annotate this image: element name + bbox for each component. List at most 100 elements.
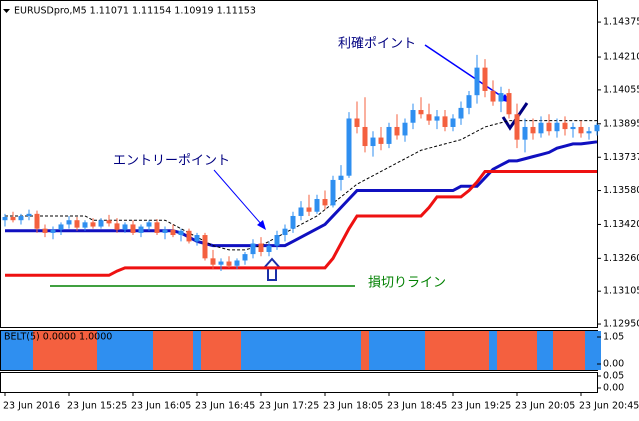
belt-segment (577, 331, 585, 370)
candle-body (450, 118, 456, 127)
belt-segment (73, 331, 81, 370)
candle-body (122, 224, 128, 230)
belt-segment (129, 331, 137, 370)
belt-segment (49, 331, 57, 370)
belt-segment (425, 331, 433, 370)
candle-body (282, 228, 288, 236)
x-tick-label: 23 Jun 16:45 (195, 401, 255, 412)
candle-body (306, 207, 312, 212)
belt-segment (185, 331, 193, 370)
candle-body (2, 217, 8, 221)
candle-body (218, 261, 224, 265)
x-tick-label: 23 Jun 19:25 (451, 401, 511, 412)
annotation: 利確ポイント (338, 36, 416, 52)
candle-body (138, 226, 144, 233)
candle-body (146, 222, 152, 227)
belt-segment (545, 331, 553, 370)
belt-segment (25, 331, 33, 370)
belt-segment (401, 331, 409, 370)
candle-body (226, 261, 232, 266)
candle-body (26, 213, 32, 216)
candle-body (106, 220, 112, 224)
belt-segment (137, 331, 145, 370)
y-tick-label: 1.13737 (603, 152, 639, 163)
belt-segment (433, 331, 441, 370)
candle-body (554, 122, 560, 132)
belt-segment (241, 331, 249, 370)
chart-title: EURUSDpro,M5 1.11071 1.11154 1.10919 1.1… (14, 6, 256, 17)
belt-segment (417, 331, 425, 370)
candle-body (258, 243, 264, 252)
sub-frame (0, 372, 598, 393)
y-tick-label: 1.13260 (603, 253, 639, 264)
x-tick-label: 23 Jun 18:45 (387, 401, 447, 412)
belt-segment (457, 331, 465, 370)
x-tick-label: 23 Jun 15:25 (67, 401, 127, 412)
belt-segment (593, 331, 601, 370)
candle-body (42, 228, 48, 233)
candle-body (74, 220, 80, 228)
candle-body (314, 199, 320, 212)
belt-segment (113, 331, 121, 370)
belt-segment (441, 331, 449, 370)
y-tick-label: 1.14210 (603, 52, 639, 63)
belt-segment (305, 331, 313, 370)
belt-segment (537, 331, 545, 370)
candle-body (458, 107, 464, 119)
candle-body (546, 122, 552, 132)
candle-body (378, 137, 384, 144)
candle-body (562, 122, 568, 130)
y-tick-label: 1.14375 (603, 17, 639, 28)
candle-body (90, 222, 96, 227)
candle-body (330, 179, 336, 206)
belt-segment (513, 331, 521, 370)
belt-segment (361, 331, 369, 370)
candle-body (506, 93, 512, 115)
belt-segment (9, 331, 17, 370)
belt-segment (273, 331, 281, 370)
belt-segment (345, 331, 353, 370)
belt-segment (449, 331, 457, 370)
belt-segment (473, 331, 481, 370)
belt-segment (105, 331, 113, 370)
candle-body (434, 116, 440, 121)
x-tick-label: 23 Jun 16:05 (131, 401, 191, 412)
candle-body (402, 122, 408, 136)
candle-body (170, 229, 176, 236)
candle-body (298, 207, 304, 216)
belt-segment (489, 331, 497, 370)
belt-segment (297, 331, 305, 370)
annotation: エントリーポイント (113, 154, 230, 169)
arrow (213, 169, 263, 226)
belt-segment (153, 331, 161, 370)
candle-body (250, 243, 256, 255)
candle-body (178, 230, 184, 236)
candle-body (538, 122, 544, 134)
belt-segment (65, 331, 73, 370)
candle-body (186, 230, 192, 242)
belt-segment (497, 331, 505, 370)
belt-segment (289, 331, 297, 370)
belt-segment (193, 331, 201, 370)
y-tick-label: 1.14055 (603, 84, 639, 95)
candle-body (482, 67, 488, 91)
y-tick-label: 1.13105 (603, 286, 639, 297)
belt-segment (33, 331, 41, 370)
belt-segment (161, 331, 169, 370)
belt-segment (89, 331, 97, 370)
belt-segment (481, 331, 489, 370)
belt-segment (369, 331, 377, 370)
candle-body (162, 229, 168, 233)
candle-body (290, 215, 296, 229)
x-tick-label: 23 Jun 2016 (3, 401, 60, 412)
belt-segment (57, 331, 65, 370)
belt-segment (529, 331, 537, 370)
candle-body (370, 137, 376, 147)
candle-body (10, 217, 16, 221)
belt-segment (409, 331, 417, 370)
candle-body (98, 220, 104, 227)
belt-segment (353, 331, 361, 370)
candle-body (594, 124, 600, 132)
candle-body (114, 223, 120, 230)
belt-segment (337, 331, 345, 370)
